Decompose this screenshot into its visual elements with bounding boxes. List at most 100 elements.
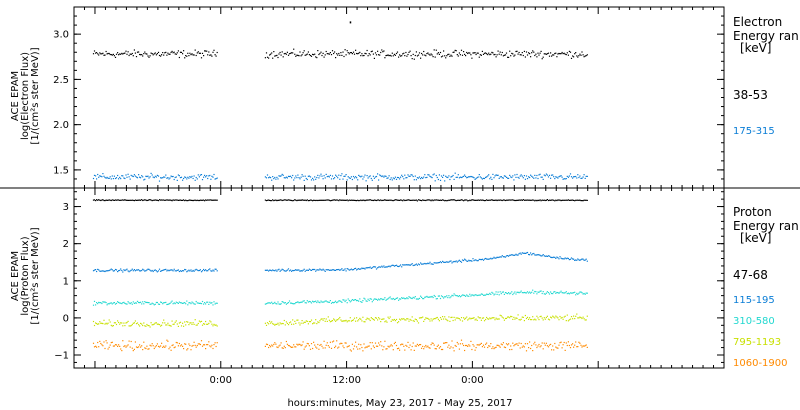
data-point — [550, 52, 552, 54]
data-point — [405, 264, 407, 266]
data-point — [153, 347, 155, 350]
data-point — [308, 321, 310, 323]
electron-ytick-label: 2.0 — [53, 120, 69, 131]
data-point — [538, 343, 540, 346]
data-point — [517, 291, 519, 293]
data-point — [410, 297, 412, 299]
data-point — [129, 346, 131, 348]
data-point — [111, 199, 113, 201]
data-point — [122, 175, 124, 177]
data-point — [387, 298, 389, 300]
data-point — [357, 179, 359, 181]
data-point — [567, 199, 569, 201]
data-point — [288, 53, 291, 55]
data-point — [185, 324, 187, 326]
data-point — [485, 257, 487, 260]
data-point — [557, 257, 559, 259]
electron-series-175-315 — [92, 172, 588, 182]
data-point — [439, 179, 442, 181]
data-point — [295, 55, 297, 57]
data-point — [133, 348, 135, 350]
data-point — [440, 262, 443, 264]
electron-ytick-label: 3.0 — [53, 30, 69, 41]
data-point — [567, 292, 569, 294]
data-point — [434, 180, 436, 182]
data-point — [498, 53, 500, 55]
data-point — [350, 199, 352, 201]
data-point — [274, 342, 276, 344]
data-point — [307, 200, 309, 202]
data-point — [123, 199, 125, 201]
data-point — [431, 199, 433, 201]
data-point — [560, 341, 562, 343]
data-point — [183, 270, 185, 272]
data-point — [323, 199, 325, 201]
data-point — [325, 344, 327, 346]
data-point — [266, 199, 269, 201]
data-point — [112, 53, 114, 55]
data-point — [394, 54, 396, 56]
data-point — [301, 270, 303, 272]
data-point — [552, 174, 554, 176]
data-point — [406, 318, 408, 320]
data-point — [375, 175, 378, 178]
data-point — [203, 199, 205, 201]
data-point — [388, 346, 390, 348]
data-point — [271, 344, 273, 346]
data-point — [540, 176, 542, 178]
data-point — [206, 199, 208, 201]
data-point — [583, 318, 585, 320]
data-point — [473, 345, 475, 347]
data-point — [399, 298, 401, 300]
data-point — [314, 199, 316, 201]
data-point — [315, 300, 317, 302]
data-point — [450, 260, 452, 262]
data-point — [552, 199, 554, 201]
data-point — [112, 199, 114, 201]
data-point — [570, 257, 573, 259]
data-point — [547, 255, 550, 257]
data-point — [517, 314, 519, 316]
data-point — [541, 342, 543, 344]
data-point — [465, 259, 467, 261]
data-point — [369, 342, 371, 344]
data-point — [344, 268, 346, 270]
data-point — [577, 346, 579, 348]
data-point — [473, 295, 475, 297]
data-point — [536, 56, 538, 58]
data-point — [144, 51, 146, 53]
data-point — [443, 261, 445, 263]
data-point — [301, 199, 303, 201]
data-point — [469, 293, 471, 295]
data-point — [568, 175, 570, 177]
data-point — [318, 53, 320, 56]
data-point — [300, 176, 302, 178]
data-point — [485, 318, 487, 321]
data-point — [191, 199, 193, 201]
data-point — [363, 176, 365, 178]
data-point — [520, 54, 522, 56]
data-point — [415, 319, 417, 321]
data-point — [436, 298, 438, 300]
data-point — [424, 346, 426, 348]
data-point — [190, 349, 192, 351]
data-point — [145, 199, 147, 201]
data-point — [486, 53, 488, 55]
data-point — [535, 199, 537, 201]
data-point — [584, 259, 586, 261]
data-point — [520, 342, 522, 345]
data-point — [489, 317, 491, 319]
data-point — [543, 255, 545, 257]
data-point — [574, 176, 576, 178]
data-point — [477, 316, 479, 318]
data-point — [126, 176, 128, 178]
data-point — [398, 177, 400, 179]
data-point — [369, 266, 371, 268]
data-point — [440, 295, 443, 297]
data-point — [340, 269, 342, 271]
data-point — [559, 53, 561, 55]
data-point — [278, 268, 280, 270]
data-point — [200, 199, 203, 201]
data-point — [335, 269, 337, 271]
data-point — [118, 199, 120, 201]
